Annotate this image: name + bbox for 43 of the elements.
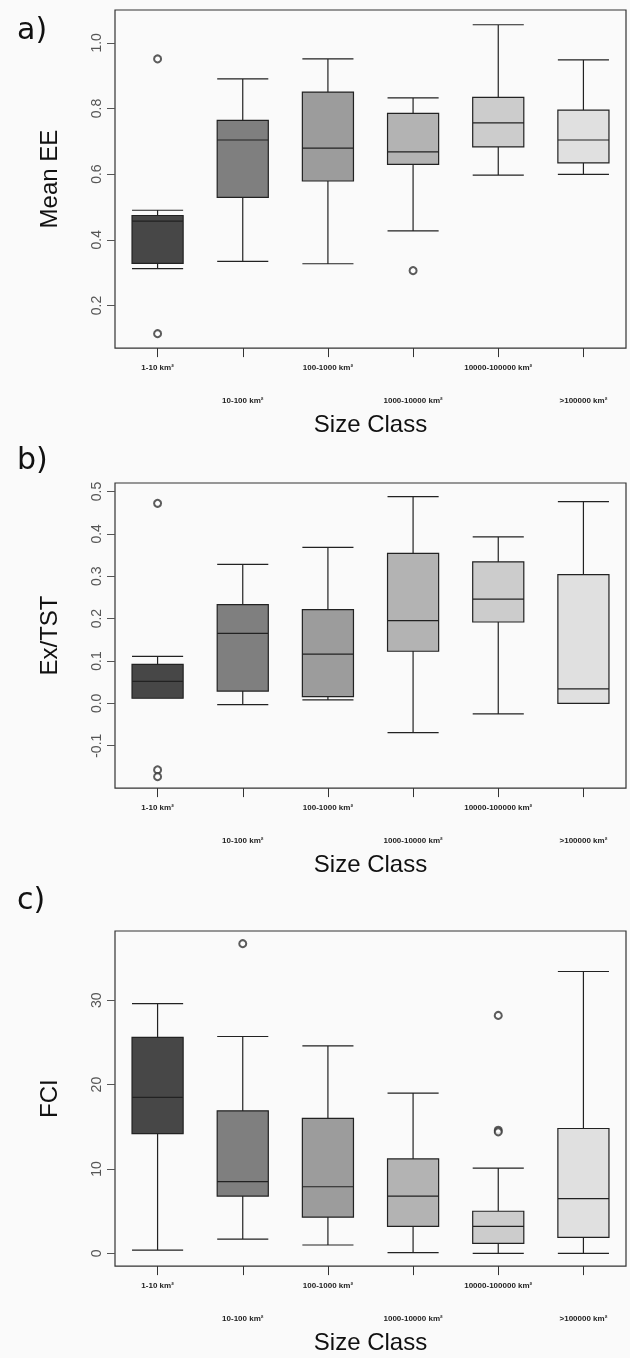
x-tick-label: 10000-100000 km² (464, 363, 533, 373)
x-axis-title: Size Class (313, 849, 428, 877)
x-tick-label: 1000-10000 km² (383, 836, 443, 846)
x-tick-label: >100000 km² (559, 1314, 608, 1324)
y-axis-title: Ex/TST (34, 595, 62, 676)
y-tick-label: 30 (88, 992, 104, 1008)
x-tick-label: 1-10 km² (141, 363, 175, 373)
x-tick-label: >100000 km² (559, 836, 608, 846)
x-tick-label: 1000-10000 km² (383, 1314, 443, 1324)
x-tick-label: 1-10 km² (141, 803, 175, 813)
x-tick-label: 10-100 km² (222, 396, 264, 406)
x-tick-label: 100-1000 km² (302, 363, 354, 373)
x-tick-label: 10000-100000 km² (464, 803, 533, 813)
chart-title: b) (17, 440, 48, 476)
y-tick-label: 0.0 (88, 693, 104, 714)
y-tick-label: 0.4 (88, 523, 104, 544)
x-axis-title: Size Class (313, 409, 428, 437)
y-axis-title: FCI (34, 1079, 62, 1118)
x-tick-label: 10-100 km² (222, 1314, 264, 1324)
y-tick-label: 0.3 (88, 566, 104, 586)
x-axis-title: Size Class (313, 1327, 428, 1355)
x-tick-label: 10000-100000 km² (464, 1281, 533, 1291)
y-tick-label: 0.1 (88, 651, 104, 671)
y-tick-label: 1.0 (88, 32, 104, 53)
y-tick-label: 0 (88, 1249, 104, 1258)
x-tick-label: 100-1000 km² (302, 803, 354, 813)
y-tick-label: 10 (88, 1161, 104, 1177)
x-tick-label: 10-100 km² (222, 836, 264, 846)
chart-title: a) (17, 10, 48, 46)
x-tick-label: 100-1000 km² (302, 1281, 354, 1291)
y-tick-label: 0.2 (88, 608, 104, 629)
y-tick-label: 20 (88, 1076, 104, 1093)
chart-title: c) (17, 880, 46, 916)
x-tick-label: 1-10 km² (141, 1281, 175, 1291)
y-tick-label: -0.1 (88, 733, 104, 758)
y-tick-label: 0.5 (88, 481, 104, 502)
x-tick-label: 1000-10000 km² (383, 396, 443, 406)
y-tick-label: 0.8 (88, 98, 104, 119)
x-tick-label: >100000 km² (559, 396, 608, 406)
y-axis-title: Mean EE (34, 129, 62, 229)
y-tick-label: 0.4 (88, 229, 104, 250)
y-tick-label: 0.6 (88, 164, 104, 184)
y-tick-label: 0.2 (88, 295, 104, 316)
